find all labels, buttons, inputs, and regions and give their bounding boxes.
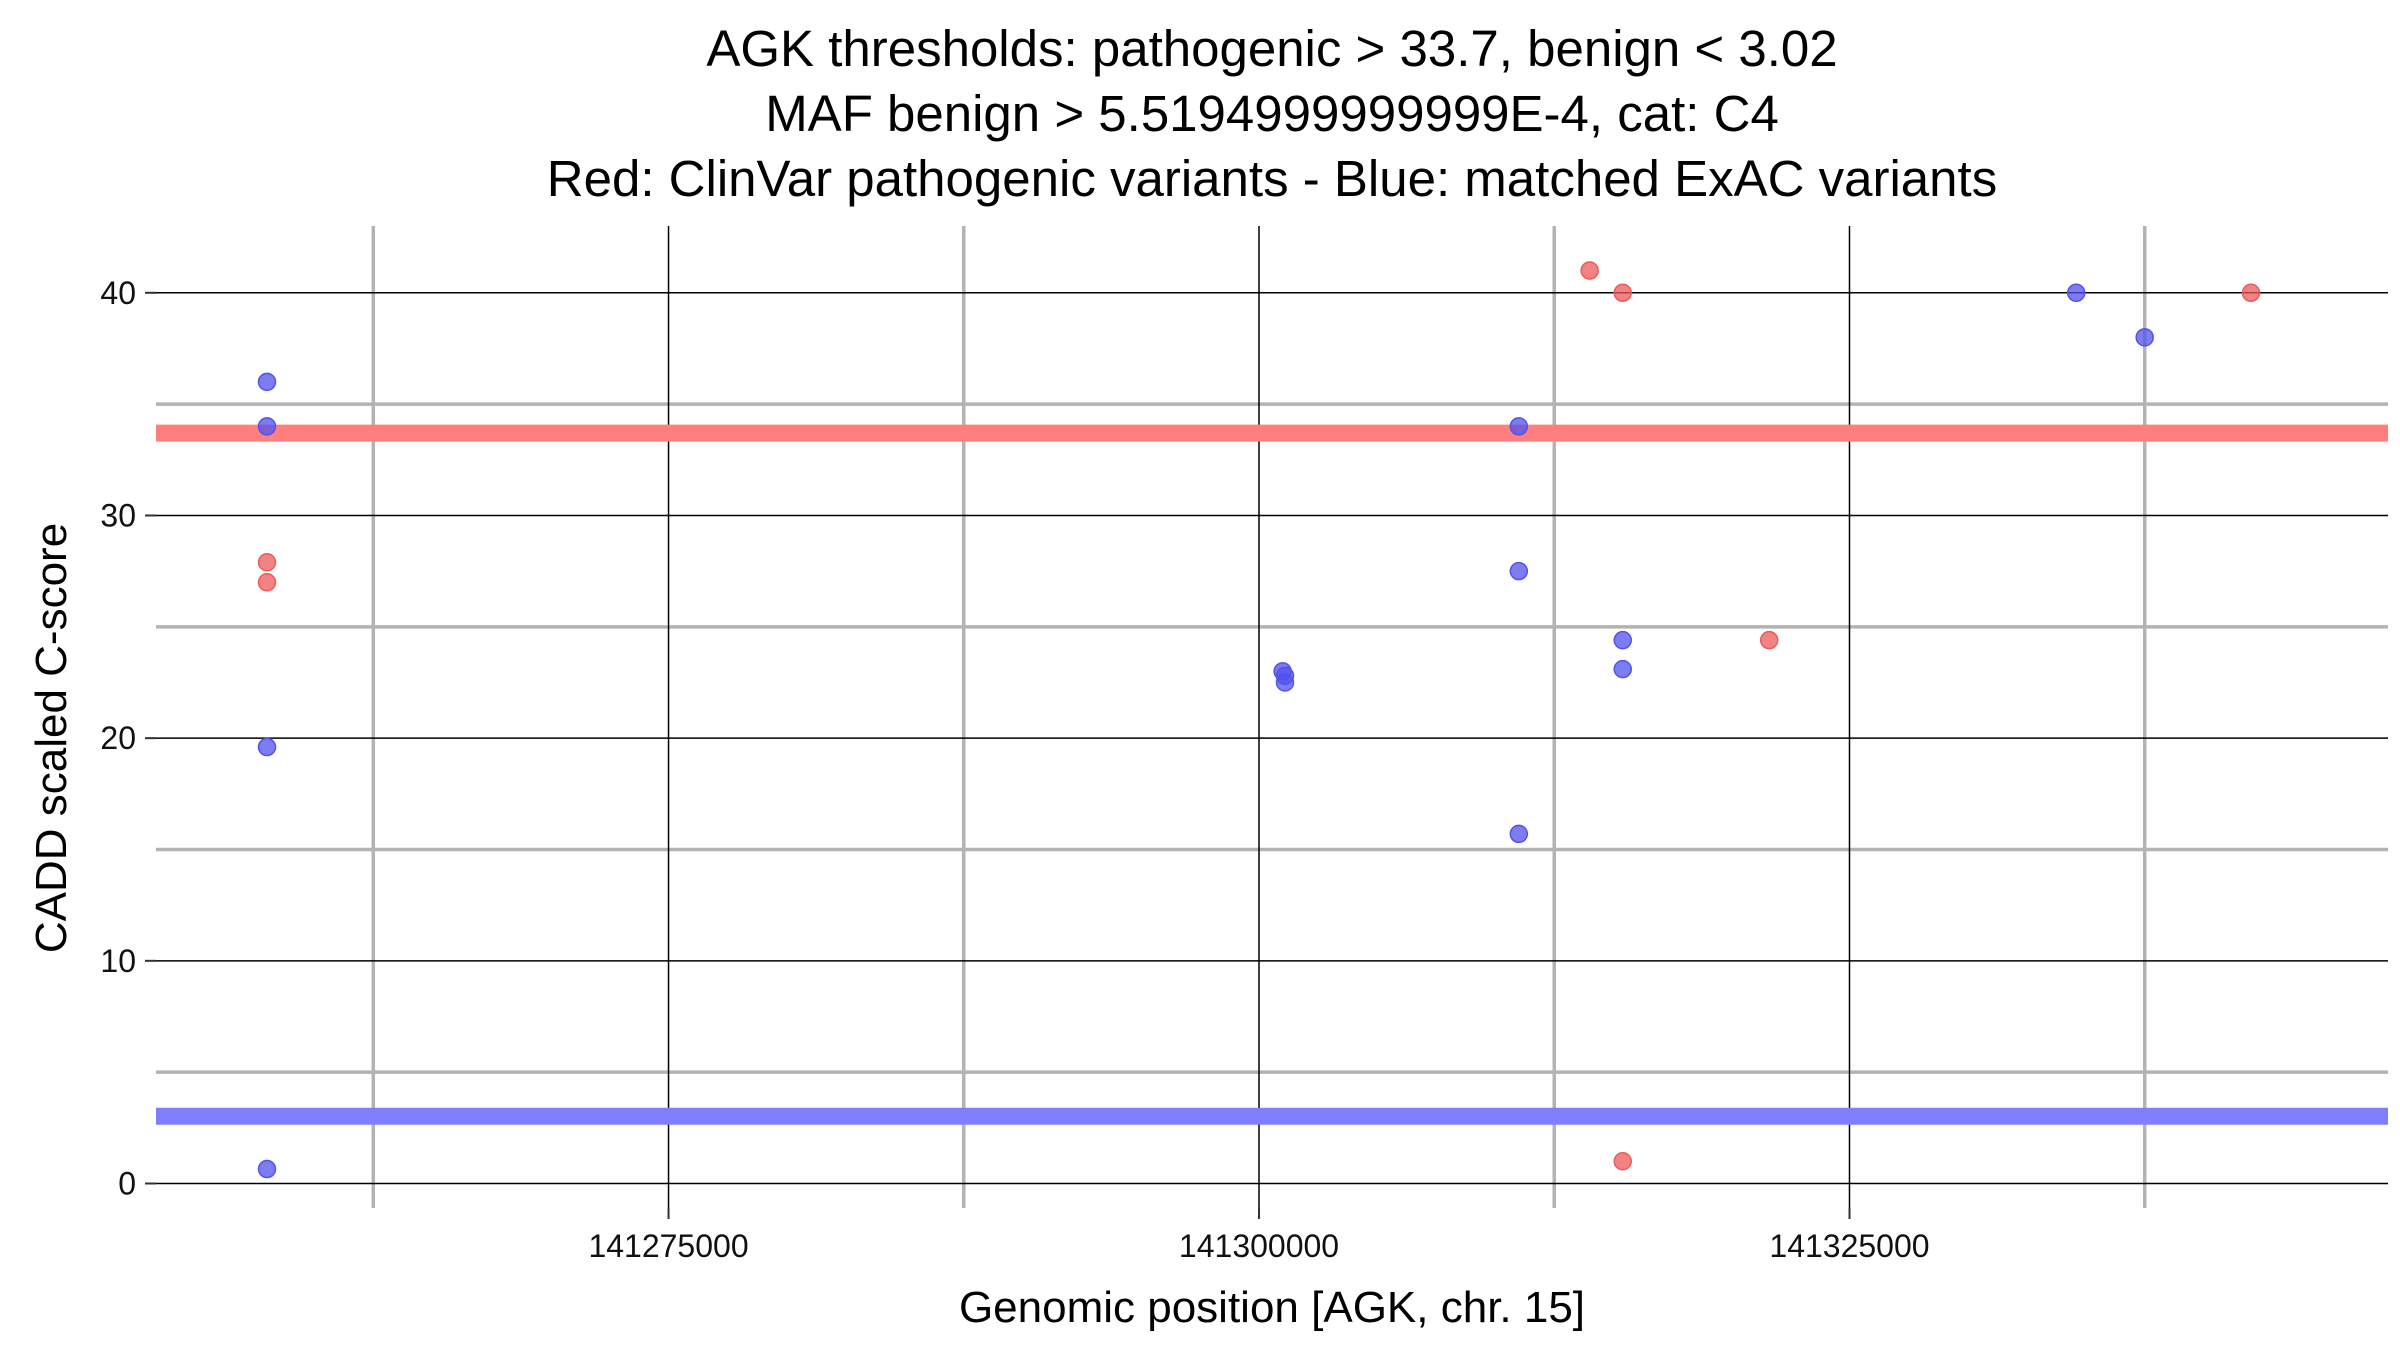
series-1-point-8 <box>1509 561 1529 581</box>
x-axis-ticks: 141275000 141300000 141325000 <box>588 1208 1930 1264</box>
y-tick-label-3: 30 <box>100 497 136 533</box>
series-1-point-2 <box>257 737 277 757</box>
series-0-point-2 <box>1580 261 1599 280</box>
series-1-point-3 <box>257 1159 277 1179</box>
threshold-lines <box>156 424 2388 1125</box>
title-line-1: AGK thresholds: pathogenic > 33.7, benig… <box>706 20 1837 77</box>
series-0-point-6 <box>2241 283 2261 303</box>
x-tick-label-1: 141300000 <box>1179 1228 1339 1264</box>
y-tick-label-4: 40 <box>100 275 136 311</box>
x-axis-label: Genomic position [AGK, chr. 15] <box>959 1283 1585 1332</box>
y-axis-ticks: 0 10 20 30 40 <box>100 275 156 1202</box>
title-line-2: MAF benign > 5.5194999999999E-4, cat: C4 <box>765 85 1779 142</box>
series-0-point-5 <box>1759 630 1779 650</box>
major-grid <box>156 226 2388 1208</box>
series-1-point-9 <box>1509 824 1529 844</box>
series-1-point-12 <box>2066 283 2086 303</box>
series-1-point-7 <box>1509 417 1529 436</box>
x-tick-label-2: 141325000 <box>1769 1228 1929 1264</box>
title-line-3: Red: ClinVar pathogenic variants - Blue:… <box>547 150 1997 207</box>
y-tick-label-1: 10 <box>100 943 136 979</box>
y-axis-label: CADD scaled C-score <box>27 523 76 953</box>
series-1-point-0 <box>257 372 277 392</box>
minor-grid <box>156 226 2388 1208</box>
series-1-point-6 <box>1275 673 1295 692</box>
series-1-point-1 <box>257 417 277 436</box>
x-tick-label-0: 141275000 <box>588 1228 748 1264</box>
series-0-point-1 <box>257 573 277 592</box>
series-0-point-4 <box>1613 1151 1632 1171</box>
y-tick-label-0: 0 <box>118 1166 136 1202</box>
series-0-point-3 <box>1613 283 1632 303</box>
data-points <box>257 261 2261 1179</box>
chart-title: AGK thresholds: pathogenic > 33.7, benig… <box>547 20 1997 207</box>
series-1-point-13 <box>2135 328 2154 347</box>
series-0-point-0 <box>257 552 277 572</box>
series-1-point-11 <box>1613 659 1632 679</box>
series-1-point-10 <box>1613 630 1632 650</box>
y-tick-label-2: 20 <box>100 720 136 756</box>
